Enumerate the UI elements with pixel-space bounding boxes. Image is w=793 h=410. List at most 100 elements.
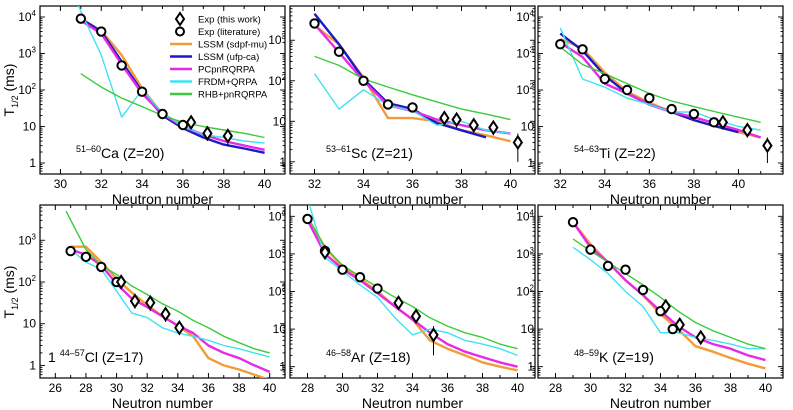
- series-frdm: [308, 205, 518, 357]
- y-tick-label: 103: [18, 45, 36, 60]
- x-tick-label: 32: [95, 177, 109, 191]
- x-tick-label: 36: [441, 381, 455, 395]
- y-tick-label: 103: [268, 246, 286, 261]
- y-tick-label: 10: [521, 322, 535, 336]
- y-tick-label: 1: [29, 358, 36, 372]
- exp-this-work-point: [145, 294, 156, 311]
- exp-literature-point: [602, 260, 614, 272]
- isotope-label: 53–61Sc (Z=21): [326, 144, 413, 161]
- x-tick-label: 38: [687, 177, 701, 191]
- exp-literature-point: [358, 75, 369, 86]
- x-tick-label: 30: [110, 381, 124, 395]
- exp-literature-point: [65, 245, 76, 257]
- legend-item-pcpn: PCpnRQRPA: [170, 65, 256, 76]
- x-tick-label: 34: [598, 177, 612, 191]
- exp-this-work-point: [428, 327, 439, 343]
- x-tick-label: 32: [371, 381, 385, 395]
- exp-literature-point: [555, 38, 566, 50]
- legend-item-frdm: FRDM+QRPA: [170, 77, 258, 88]
- isotope-label: 48–59K (Z=19): [574, 348, 654, 365]
- exp-this-work-point: [129, 293, 141, 309]
- exp-literature-point: [599, 73, 611, 85]
- legend-item-rhb: RHB+pnRQRPA: [170, 90, 268, 101]
- y-tick-label: 103: [268, 32, 286, 47]
- x-tick-label: 30: [54, 177, 68, 191]
- exp-literature-point: [644, 92, 655, 104]
- series-rhb: [314, 55, 511, 121]
- isotope-label: 46–58Ar (Z=18): [326, 348, 411, 365]
- y-tick-label: 10: [521, 120, 535, 134]
- x-tick-label: 32: [554, 177, 568, 191]
- exp-this-work-point: [174, 319, 185, 336]
- series-lssm_sdpf: [559, 37, 761, 139]
- series-rhb: [65, 210, 270, 354]
- y-tick-label: 104: [516, 208, 534, 223]
- x-axis-label: Neutron number: [610, 395, 712, 410]
- x-tick-label: 38: [455, 177, 469, 191]
- y-tick-label: 1: [279, 155, 286, 169]
- series-frdm: [572, 246, 766, 350]
- x-tick-label: 38: [476, 381, 490, 395]
- y-tick-label: 103: [18, 232, 36, 247]
- exp-literature-point: [75, 13, 87, 24]
- x-axis-label: Neutron number: [610, 191, 712, 207]
- exp-literature-point: [585, 244, 596, 255]
- x-tick-label: 32: [141, 381, 155, 395]
- exp-this-work-point: [488, 119, 499, 136]
- x-tick-label: 40: [511, 381, 525, 395]
- legend-circle-icon: [175, 26, 185, 37]
- exp-literature-point: [667, 323, 678, 335]
- exp-this-work-point: [393, 295, 404, 311]
- y-tick-label: 102: [18, 274, 36, 289]
- legend-label: LSSM (ufp-ca): [198, 52, 259, 63]
- legend-label: LSSM (sdpf-mu): [198, 40, 267, 51]
- exp-literature-point: [708, 117, 720, 128]
- exp-this-work-point: [468, 117, 479, 134]
- series-lssm_ufp: [80, 17, 265, 154]
- x-tick-label: 28: [301, 381, 315, 395]
- panel-ca: 30 32 34 36 38 40 1 10 102 103 104 Neutron number 51…: [18, 5, 286, 207]
- legend-label: RHB+pnRQRPA: [198, 90, 268, 101]
- x-tick-label: 36: [176, 177, 190, 191]
- x-tick-label: 40: [504, 177, 518, 191]
- series-lssm_sdpf: [80, 17, 184, 127]
- x-tick-label: 28: [79, 381, 93, 395]
- x-tick-label: 40: [258, 177, 272, 191]
- exp-this-work-point: [695, 329, 706, 346]
- x-tick-label: 38: [724, 381, 738, 395]
- x-tick-label: 38: [232, 381, 246, 395]
- panel-ti: 32 34 36 38 40 1 10 102 103 104 Neutron number 54–6…: [516, 5, 784, 207]
- exp-literature-point: [666, 103, 677, 115]
- exp-literature-point: [136, 86, 148, 97]
- y-tick-label: 104: [268, 208, 286, 223]
- y-tick-label: 102: [18, 82, 36, 97]
- x-axis-label: Neutron number: [112, 191, 214, 207]
- exp-literature-point: [567, 216, 579, 228]
- isotope-label: 54–63Ti (Z=22): [574, 144, 656, 161]
- legend-label: FRDM+QRPA: [198, 77, 258, 88]
- x-tick-label: 26: [49, 381, 63, 395]
- x-tick-label: 34: [406, 381, 420, 395]
- x-tick-label: 36: [406, 177, 420, 191]
- panel-k: 28 30 32 34 36 38 40 1 10 102 103 104 Neutron number…: [516, 204, 784, 410]
- exp-this-work-point: [742, 122, 753, 138]
- legend: Exp (this work)Exp (literature) LSSM (sdp…: [170, 11, 268, 101]
- x-tick-label: 34: [357, 177, 371, 191]
- legend-item-exp_lit: Exp (literature): [175, 26, 260, 38]
- exp-this-work-point: [674, 317, 685, 333]
- exp-this-work-point: [717, 114, 729, 131]
- exp-this-work-point: [222, 128, 234, 144]
- x-tick-label: 40: [263, 381, 277, 395]
- y-tick-label: 103: [516, 45, 534, 60]
- legend-item-lssm_ufp: LSSM (ufp-ca): [170, 52, 259, 63]
- exp-this-work-point: [410, 308, 422, 325]
- panel-sc: 32 34 36 38 40 1 10 102 103 Neutron number 53–61Sc…: [268, 5, 536, 207]
- y-tick-label: 1: [527, 156, 534, 170]
- x-tick-label: 40: [759, 381, 773, 395]
- x-tick-label: 34: [135, 177, 149, 191]
- exp-literature-point: [637, 284, 649, 296]
- exp-literature-point: [382, 99, 394, 110]
- exp-literature-point: [577, 44, 588, 55]
